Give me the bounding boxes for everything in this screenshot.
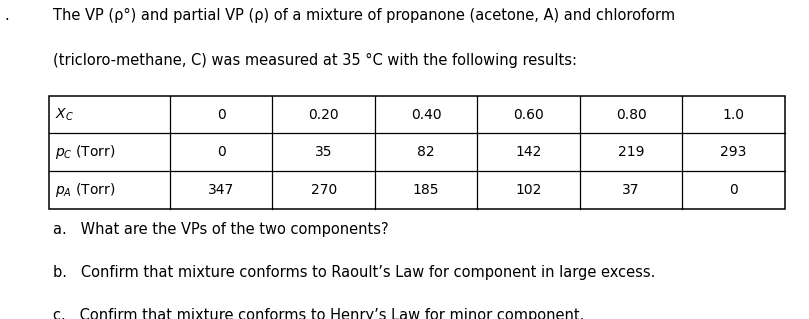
- Text: 35: 35: [315, 145, 332, 159]
- Text: 1.0: 1.0: [722, 108, 744, 122]
- Text: a.   What are the VPs of the two components?: a. What are the VPs of the two component…: [53, 222, 388, 237]
- Text: 37: 37: [622, 183, 640, 197]
- Text: 0: 0: [217, 145, 226, 159]
- Text: .: .: [4, 8, 9, 23]
- Text: 219: 219: [618, 145, 644, 159]
- Text: 185: 185: [413, 183, 439, 197]
- Text: 0: 0: [729, 183, 738, 197]
- Text: 0: 0: [217, 108, 226, 122]
- Text: $p_A$ (Torr): $p_A$ (Torr): [55, 181, 116, 199]
- Text: c.   Confirm that mixture conforms to Henry’s Law for minor component.: c. Confirm that mixture conforms to Henr…: [53, 308, 584, 319]
- Text: 0.20: 0.20: [308, 108, 339, 122]
- Text: 0.80: 0.80: [616, 108, 646, 122]
- Text: 142: 142: [515, 145, 542, 159]
- Text: $X_C$: $X_C$: [55, 106, 74, 123]
- Text: 347: 347: [208, 183, 235, 197]
- Text: 82: 82: [417, 145, 435, 159]
- Text: $p_C$ (Torr): $p_C$ (Torr): [55, 143, 116, 161]
- Text: 293: 293: [720, 145, 747, 159]
- Text: b.   Confirm that mixture conforms to Raoult’s Law for component in large excess: b. Confirm that mixture conforms to Raou…: [53, 265, 655, 280]
- Text: 102: 102: [515, 183, 542, 197]
- Text: 270: 270: [311, 183, 337, 197]
- Text: 0.60: 0.60: [513, 108, 544, 122]
- Text: 0.40: 0.40: [411, 108, 442, 122]
- Text: (tricloro-methane, C) was measured at 35 °C with the following results:: (tricloro-methane, C) was measured at 35…: [53, 53, 577, 68]
- Text: The VP (ρ°) and partial VP (ρ) of a mixture of propanone (acetone, A) and chloro: The VP (ρ°) and partial VP (ρ) of a mixt…: [53, 8, 675, 23]
